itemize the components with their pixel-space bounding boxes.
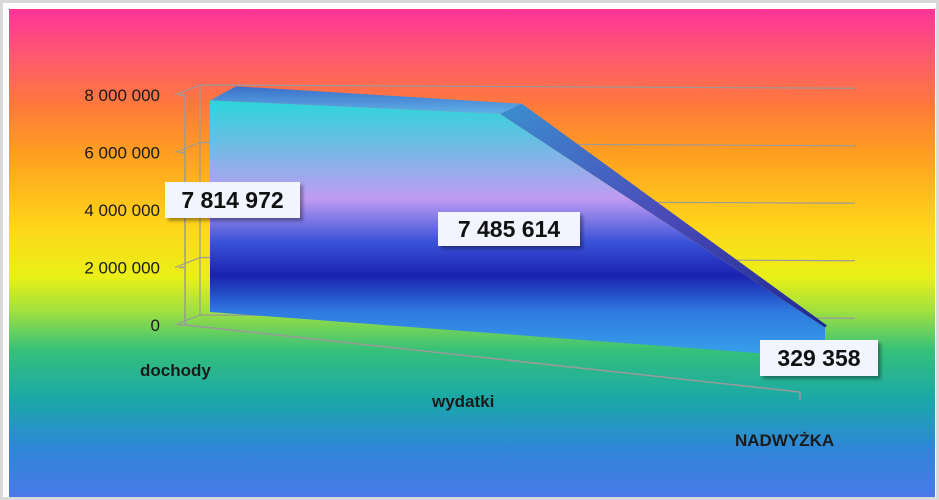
category-label: NADWYŻKA [735, 431, 834, 450]
data-labels: 7 814 972 7 485 614 329 358 [165, 182, 878, 376]
y-tick-label: 8 000 000 [84, 86, 160, 105]
side-gridline [174, 141, 201, 154]
data-label: 7 485 614 [458, 216, 561, 242]
category-label: wydatki [431, 392, 494, 411]
side-gridline [174, 314, 201, 326]
side-gridline [174, 256, 201, 269]
data-label-box [438, 212, 580, 246]
category-labels: dochody wydatki NADWYŻKA [140, 361, 834, 450]
area-slope-face [500, 103, 827, 328]
data-label-box [760, 340, 878, 376]
data-label-box [165, 182, 300, 218]
data-label: 329 358 [777, 345, 860, 371]
x-axis-line [184, 324, 801, 393]
back-gridline [199, 84, 856, 89]
area-top-face [210, 86, 522, 114]
category-label: dochody [140, 361, 211, 380]
y-tick-label: 0 [151, 316, 160, 335]
y-tick-label: 2 000 000 [84, 259, 160, 278]
y-tick-labels: 0 2 000 000 4 000 000 6 000 000 8 000 000 [84, 86, 160, 335]
data-label: 7 814 972 [181, 187, 283, 213]
y-tick-label: 6 000 000 [84, 144, 160, 163]
y-tick-label: 4 000 000 [84, 201, 160, 220]
side-gridline [174, 84, 201, 96]
